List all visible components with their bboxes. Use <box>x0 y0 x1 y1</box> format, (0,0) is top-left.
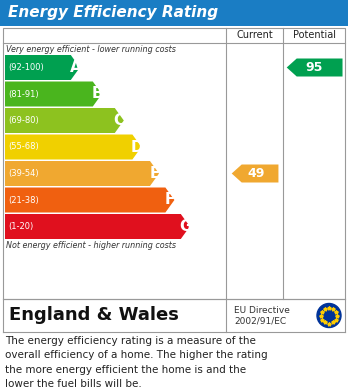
Text: Very energy efficient - lower running costs: Very energy efficient - lower running co… <box>6 45 176 54</box>
Text: Energy Efficiency Rating: Energy Efficiency Rating <box>8 5 218 20</box>
FancyArrow shape <box>5 108 124 133</box>
Text: 95: 95 <box>305 61 323 74</box>
Text: Current: Current <box>236 30 273 41</box>
Text: The energy efficiency rating is a measure of the
overall efficiency of a home. T: The energy efficiency rating is a measur… <box>5 336 268 389</box>
Text: 49: 49 <box>247 167 264 180</box>
FancyArrow shape <box>5 135 141 160</box>
FancyArrow shape <box>5 161 159 186</box>
Circle shape <box>317 303 341 328</box>
Text: EU Directive: EU Directive <box>234 306 290 315</box>
Text: Potential: Potential <box>293 30 335 41</box>
Text: (92-100): (92-100) <box>8 63 44 72</box>
FancyArrow shape <box>5 188 174 212</box>
Text: England & Wales: England & Wales <box>9 307 179 325</box>
Text: 2002/91/EC: 2002/91/EC <box>234 316 286 325</box>
Text: E: E <box>149 166 160 181</box>
Text: (81-91): (81-91) <box>8 90 39 99</box>
Text: D: D <box>130 140 143 154</box>
Text: (21-38): (21-38) <box>8 196 39 204</box>
Text: (39-54): (39-54) <box>8 169 39 178</box>
Text: (55-68): (55-68) <box>8 142 39 151</box>
Text: Not energy efficient - higher running costs: Not energy efficient - higher running co… <box>6 241 176 250</box>
FancyArrow shape <box>5 81 102 106</box>
Text: (1-20): (1-20) <box>8 222 33 231</box>
FancyArrow shape <box>5 55 80 80</box>
FancyArrow shape <box>5 214 190 239</box>
FancyArrow shape <box>287 59 342 77</box>
Text: A: A <box>69 60 81 75</box>
Text: F: F <box>165 192 175 208</box>
FancyArrow shape <box>232 165 278 183</box>
Bar <box>3 28 345 299</box>
Bar <box>0 0 348 26</box>
Text: B: B <box>92 86 103 102</box>
Text: (69-80): (69-80) <box>8 116 39 125</box>
Text: G: G <box>179 219 191 234</box>
Text: C: C <box>114 113 125 128</box>
